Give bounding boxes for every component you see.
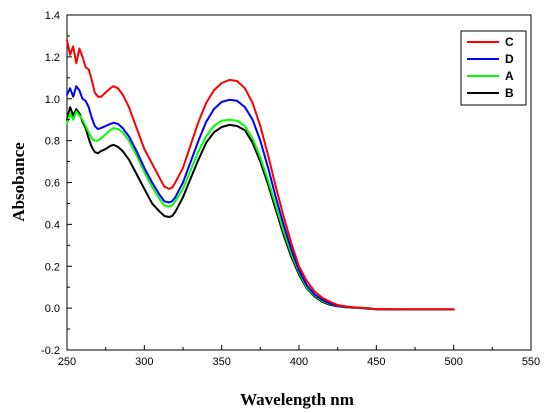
x-tick-label: 450 bbox=[367, 356, 385, 368]
x-tick-label: 350 bbox=[212, 356, 230, 368]
y-tick-label: 0.8 bbox=[45, 136, 60, 148]
legend-label-A: A bbox=[505, 69, 514, 83]
legend-label-B: B bbox=[505, 86, 514, 100]
series-line-C bbox=[66, 39, 455, 311]
y-tick-label: 1.4 bbox=[45, 10, 60, 22]
y-axis-title: Absobance bbox=[9, 142, 28, 222]
y-tick-label: 0.0 bbox=[45, 303, 60, 315]
y-tick-label: 0.4 bbox=[45, 219, 60, 231]
x-tick-label: 250 bbox=[58, 356, 76, 368]
legend-label-D: D bbox=[505, 52, 514, 66]
x-tick-label: 550 bbox=[522, 356, 540, 368]
y-tick-label: 1.2 bbox=[45, 52, 60, 64]
series-lines bbox=[66, 39, 455, 311]
x-tick-label: 400 bbox=[290, 356, 308, 368]
y-tick-label: 0.6 bbox=[45, 178, 60, 190]
y-tick-label: -0.2 bbox=[41, 345, 60, 357]
x-axis-title: Wavelength nm bbox=[240, 390, 354, 409]
y-tick-label: 1.0 bbox=[45, 94, 60, 106]
y-tick-label: 0.2 bbox=[45, 261, 60, 273]
axes: 250 300 350 400 450 500 550 -0.2 0.0 0.2 0.4 0.6 0.8… bbox=[41, 10, 540, 368]
x-tick-label: 500 bbox=[444, 356, 462, 368]
x-tick-label: 300 bbox=[135, 356, 153, 368]
legend-label-C: C bbox=[505, 35, 514, 49]
